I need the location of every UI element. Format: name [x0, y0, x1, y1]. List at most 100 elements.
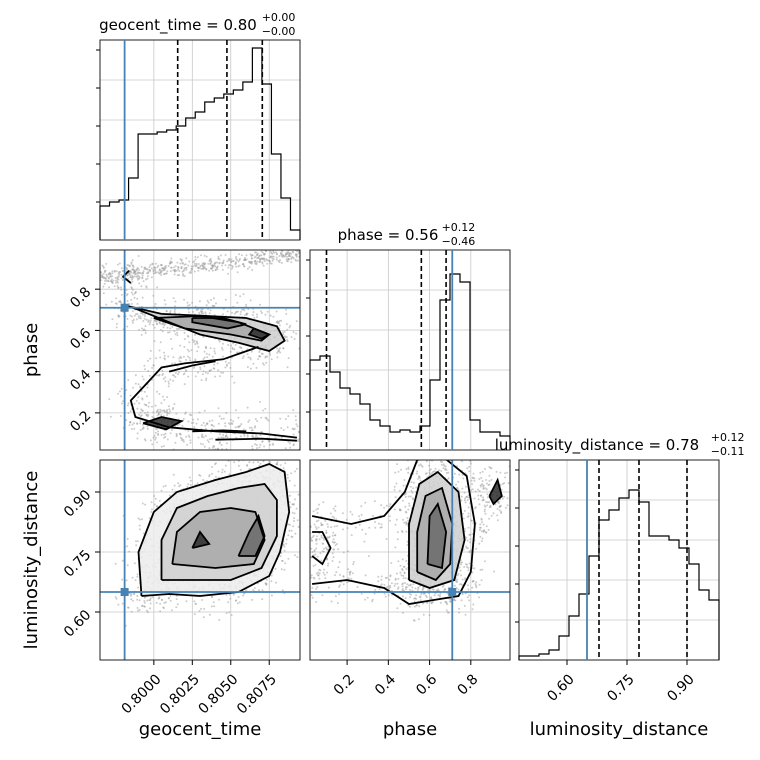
panel-luminosity_distance_vs_geocent_time-sample-point — [133, 593, 136, 595]
panel-phase_vs_geocent_time-sample-point — [129, 274, 132, 276]
panel-phase_vs_geocent_time-sample-point — [244, 256, 246, 259]
panel-phase_vs_geocent_time-sample-point — [268, 440, 271, 443]
panel-luminosity_distance_vs_phase-sample-point — [485, 479, 488, 481]
panel-phase_vs_geocent_time-sample-point — [209, 347, 212, 350]
panel-phase_vs_geocent_time-sample-point — [285, 258, 288, 261]
panel-luminosity_distance_vs_phase-sample-point — [440, 469, 443, 472]
panel-luminosity_distance_vs_geocent_time-sample-point — [210, 595, 213, 598]
panel-luminosity_distance_vs_phase-sample-point — [478, 596, 481, 599]
panel-phase_vs_geocent_time-sample-point — [252, 362, 255, 365]
panel-luminosity_distance_vs_phase-sample-point — [496, 514, 499, 517]
panel-phase_vs_geocent_time-sample-point — [166, 414, 169, 416]
panel-phase_vs_geocent_time-sample-point — [266, 259, 269, 262]
panel-luminosity_distance_vs_phase-sample-point — [321, 594, 324, 597]
panel-luminosity_distance_vs_phase-sample-point — [315, 572, 318, 575]
panel-luminosity_distance_vs_phase-sample-point — [394, 523, 397, 526]
panel-luminosity_distance_vs_geocent_time-sample-point — [296, 519, 299, 522]
panel-luminosity_distance_vs_phase-sample-point — [306, 565, 308, 567]
panel-luminosity_distance_vs_geocent_time-sample-point — [121, 602, 124, 605]
panel-phase_vs_geocent_time-sample-point — [219, 254, 222, 257]
panel-phase_vs_geocent_time-sample-point — [140, 390, 143, 393]
panel-luminosity_distance_vs_phase-sample-point — [467, 526, 470, 529]
panel-phase_vs_geocent_time-sample-point — [222, 313, 224, 316]
panel-phase_vs_geocent_time-sample-point — [207, 301, 210, 304]
panel-luminosity_distance_vs_phase-sample-point — [317, 519, 320, 522]
panel-luminosity_distance_vs_geocent_time-sample-point — [146, 599, 149, 602]
panel-luminosity_distance_vs_phase-sample-point — [413, 600, 416, 603]
panel-luminosity_distance_vs_phase-sample-point — [447, 611, 450, 614]
panel-luminosity_distance_vs_geocent_time-sample-point — [149, 602, 152, 605]
panel-phase_vs_geocent_time-sample-point — [179, 258, 182, 261]
panel-luminosity_distance_vs_phase-sample-point — [314, 553, 317, 556]
panel-luminosity_distance_vs_geocent_time-contour-3 — [237, 513, 266, 557]
panel-phase_vs_geocent_time-frame — [99, 249, 301, 451]
panel-luminosity_distance_vs_phase-sample-point — [482, 523, 485, 526]
panel-phase_vs_geocent_time-sample-point — [215, 302, 217, 305]
panel-phase_vs_geocent_time-sample-point — [278, 347, 281, 350]
panel-phase_vs_geocent_time-sample-point — [176, 274, 179, 277]
panel-luminosity_distance_vs_geocent_time-sample-point — [282, 456, 284, 458]
xtick-label-luminosity_distance: 0.75 — [604, 671, 637, 704]
panel-luminosity_distance_vs_phase-sample-point — [445, 454, 447, 456]
panel-luminosity_distance_vs_phase-sample-point — [402, 582, 404, 585]
panel-luminosity_distance_vs_geocent_time-sample-point — [141, 605, 143, 607]
panel-luminosity_distance_vs_geocent_time-sample-point — [242, 454, 244, 456]
panel-phase_vs_geocent_time-sample-point — [193, 426, 196, 429]
panel-phase_vs_geocent_time-sample-point — [188, 341, 191, 344]
panel-phase_vs_geocent_time-sample-point — [177, 266, 180, 269]
panel-phase_vs_geocent_time-sample-point — [137, 255, 140, 257]
panel-luminosity_distance_vs_phase-sample-point — [334, 509, 337, 512]
panel-phase_vs_geocent_time-sample-point — [197, 266, 200, 269]
panel-luminosity_distance_vs_geocent_time-sample-point — [150, 511, 153, 513]
panel-luminosity_distance_vs_geocent_time-sample-point — [211, 466, 214, 468]
panel-phase_vs_geocent_time-sample-point — [182, 373, 185, 376]
panel-luminosity_distance_vs_geocent_time-sample-point — [267, 456, 269, 458]
panel-luminosity_distance_vs_geocent_time-sample-point — [300, 476, 302, 478]
panel-phase_vs_geocent_time-sample-point — [275, 252, 278, 255]
panel-phase_vs_geocent_time-contour-8 — [192, 429, 247, 433]
panel-luminosity_distance_vs_phase-sample-point — [352, 561, 355, 563]
panel-luminosity_distance_vs_phase-sample-point — [377, 580, 380, 583]
panel-luminosity_distance_vs_phase-sample-point — [327, 562, 330, 565]
panel-phase_vs_geocent_time-sample-point — [131, 293, 134, 296]
panel-phase_vs_geocent_time-sample-point — [227, 272, 230, 275]
panel-phase_vs_geocent_time-sample-point — [138, 413, 141, 416]
panel-luminosity_distance_vs_phase-sample-point — [417, 618, 420, 621]
panel-luminosity_distance_vs_phase-sample-point — [333, 525, 336, 528]
panel-luminosity_distance_vs_phase-sample-point — [311, 536, 314, 538]
panel-phase_vs_geocent_time-sample-point — [163, 410, 166, 413]
panel-phase_vs_geocent_time-sample-point — [116, 263, 119, 266]
panel-luminosity_distance_vs_geocent_time-sample-point — [160, 489, 163, 492]
panel-luminosity_distance_vs_phase-sample-point — [475, 584, 478, 587]
hist-geocent_time-steps — [99, 47, 301, 240]
panel-phase_vs_geocent_time-sample-point — [233, 381, 236, 384]
panel-luminosity_distance_vs_phase-sample-point — [488, 466, 491, 468]
panel-phase_vs_geocent_time-sample-point — [214, 352, 217, 355]
panel-phase_vs_geocent_time-sample-point — [218, 442, 221, 445]
panel-luminosity_distance_vs_phase-sample-point — [301, 533, 303, 535]
panel-luminosity_distance_vs_phase-sample-point — [479, 471, 482, 474]
panel-phase_vs_geocent_time-sample-point — [166, 270, 169, 273]
panel-phase_vs_geocent_time-sample-point — [108, 286, 111, 289]
panel-luminosity_distance_vs_phase-sample-point — [460, 563, 463, 566]
panel-luminosity_distance_vs_geocent_time-sample-point — [234, 599, 237, 602]
panel-phase_vs_geocent_time-sample-point — [234, 294, 237, 296]
panel-phase_vs_geocent_time-sample-point — [284, 418, 287, 420]
panel-luminosity_distance_vs_geocent_time-sample-point — [175, 598, 178, 601]
panel-phase_vs_geocent_time-content — [100, 250, 300, 450]
panel-phase_vs_geocent_time-sample-point — [292, 443, 295, 446]
panel-luminosity_distance_vs_geocent_time-sample-point — [208, 613, 211, 616]
panel-phase_vs_geocent_time-sample-point — [264, 407, 267, 410]
panel-luminosity_distance_vs_phase-sample-point — [368, 526, 371, 529]
panel-phase_vs_geocent_time-sample-point — [237, 416, 240, 419]
panel-luminosity_distance_vs_phase-sample-point — [466, 565, 468, 568]
panel-phase_vs_geocent_time-sample-point — [182, 273, 185, 276]
panel-luminosity_distance_vs_phase-sample-point — [383, 592, 386, 595]
panel-phase_vs_geocent_time-sample-point — [237, 260, 240, 263]
panel-luminosity_distance_vs_phase-sample-point — [380, 575, 383, 578]
panel-phase_vs_geocent_time-sample-point — [187, 434, 190, 437]
panel-phase_vs_geocent_time-sample-point — [224, 425, 227, 428]
panel-luminosity_distance_vs_geocent_time-sample-point — [265, 582, 268, 585]
panel-phase_vs_geocent_time-sample-point — [226, 436, 229, 439]
panel-phase_vs_geocent_time-sample-point — [141, 296, 144, 299]
